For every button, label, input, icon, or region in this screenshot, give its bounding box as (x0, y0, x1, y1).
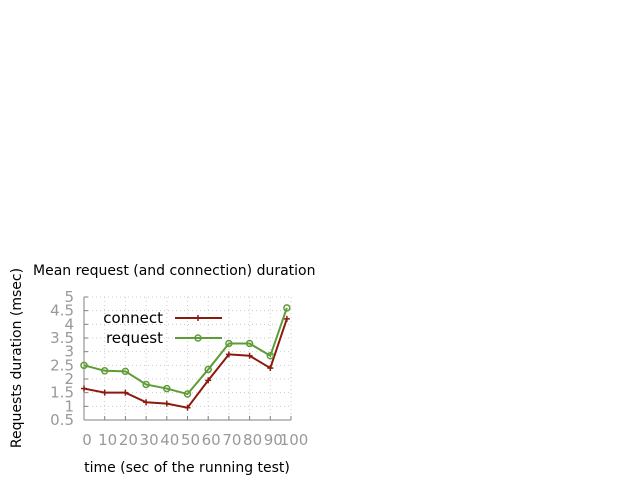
y-tick-label: 4.5 (50, 302, 74, 320)
x-axis-label: time (sec of the running test) (84, 460, 290, 476)
y-tick-label: 1 (64, 397, 74, 415)
legend-marker-request (194, 334, 202, 342)
data-point-connect (225, 351, 232, 358)
data-point-connect (283, 315, 290, 322)
y-tick-label: 2 (64, 370, 74, 388)
data-point-connect (163, 400, 170, 407)
series-layer (80, 304, 291, 411)
y-tick-label: 5 (64, 288, 74, 306)
x-tick-label: 80 (243, 431, 262, 449)
x-tick-label: 40 (160, 431, 179, 449)
data-point-request (163, 384, 171, 393)
chart-title: Mean request (and connection) duration (33, 263, 315, 279)
y-tick-label: 0.5 (50, 411, 74, 429)
series-line-request (83, 307, 288, 396)
data-point-connect (184, 404, 191, 411)
x-tick-label: 30 (140, 431, 159, 449)
data-point-request (80, 361, 88, 370)
legend-label-request: request (106, 329, 163, 347)
data-point-connect (205, 377, 212, 384)
y-tick-labels: 0.511.522.533.544.55 (50, 288, 74, 429)
data-point-connect (122, 389, 129, 396)
data-point-connect (267, 365, 274, 372)
y-tick-label: 2.5 (50, 356, 74, 374)
x-tick-label: 60 (202, 431, 221, 449)
x-tick-label: 50 (181, 431, 200, 449)
x-tick-label: 20 (119, 431, 138, 449)
x-tick-label: 10 (98, 431, 117, 449)
x-tick-label: 90 (264, 431, 283, 449)
x-tick-label: 100 (280, 431, 309, 449)
data-point-request (204, 365, 212, 374)
data-point-request (266, 352, 275, 360)
y-tick-label: 3 (64, 343, 74, 361)
data-point-request (121, 367, 130, 376)
y-axis-label: Requests duration (msec) (9, 268, 25, 448)
data-point-connect (143, 399, 150, 406)
data-point-request (100, 367, 109, 375)
data-point-request (245, 339, 254, 348)
data-point-connect (246, 352, 253, 359)
data-point-connect (101, 389, 108, 396)
x-tick-label: 0 (82, 431, 92, 449)
y-tick-label: 1.5 (50, 384, 74, 402)
legend: connect request (103, 309, 222, 347)
y-tick-label: 3.5 (50, 329, 74, 347)
data-point-request (283, 304, 291, 312)
data-point-request (225, 339, 233, 348)
y-tick-label: 4 (64, 315, 74, 333)
data-point-connect (81, 385, 87, 392)
data-point-request (183, 390, 192, 398)
legend-marker-connect (195, 315, 201, 321)
x-tick-label: 70 (222, 431, 241, 449)
data-point-request (142, 380, 150, 389)
legend-label-connect: connect (103, 309, 163, 327)
